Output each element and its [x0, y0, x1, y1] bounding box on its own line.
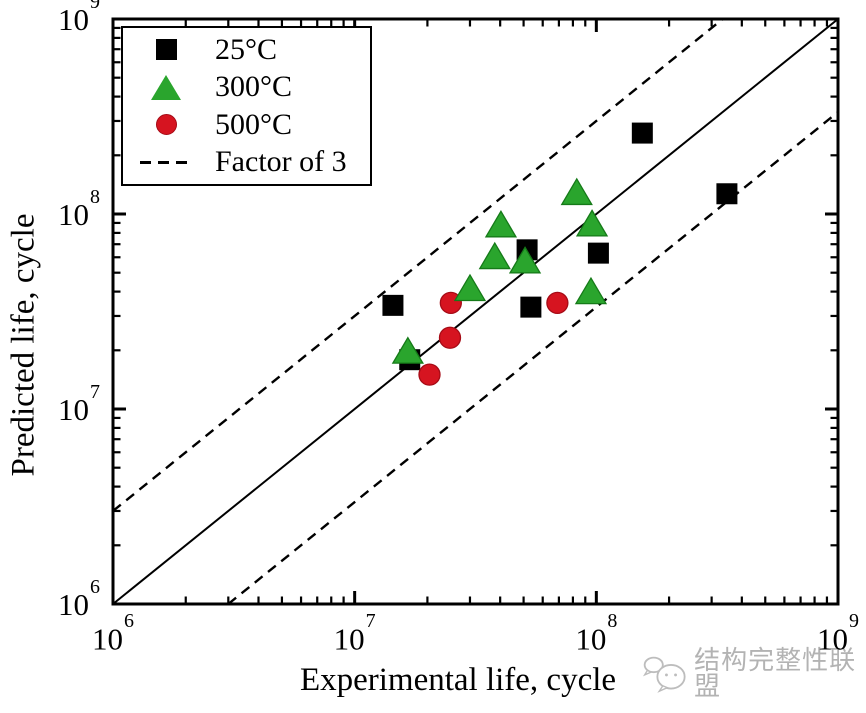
triangle-marker-icon [135, 74, 197, 100]
square-marker-icon [135, 39, 197, 61]
dashed-line-icon [135, 160, 197, 164]
x-tick-label: 106 [92, 610, 134, 657]
data-point-300c [478, 241, 511, 270]
data-point-500c [546, 291, 569, 315]
data-point-300c [484, 210, 518, 238]
y-tick-label: 106 [58, 575, 100, 623]
data-point-300c [508, 246, 542, 274]
legend-item-25c: 25°C [123, 32, 370, 68]
x-tick-label: 107 [333, 610, 376, 657]
data-point-300c [574, 276, 608, 305]
x-tick-label: 108 [575, 610, 618, 657]
plot-frame [111, 17, 840, 606]
data-point-25c [631, 122, 653, 144]
legend-label: 500°C [215, 107, 293, 141]
data-point-300c [575, 209, 609, 237]
y-tick-label: 107 [58, 380, 100, 428]
data-point-300c [453, 273, 487, 302]
x-axis-title: Experimental life, cycle [299, 662, 617, 698]
data-point-25c [587, 242, 609, 264]
legend-box: 25°C 300°C 500°C Factor of 3 [121, 26, 372, 186]
speech-bubbles-icon [642, 656, 686, 693]
circle-marker-icon [135, 114, 197, 136]
identity-line [112, 18, 839, 605]
data-point-25c [520, 296, 542, 318]
data-point-500c [418, 363, 441, 386]
watermark: 结构完整性联盟 [641, 648, 866, 700]
legend-label: 300°C [215, 70, 293, 104]
x-tick-label: 109 [817, 610, 859, 657]
factor-of-3-upper-line [112, 18, 724, 512]
legend-label: 25°C [215, 32, 278, 66]
y-tick-label: 109 [58, 0, 100, 38]
watermark-text: 结构完整性联盟 [694, 646, 857, 702]
legend-label: Factor of 3 [215, 145, 347, 179]
data-point-300c [391, 336, 424, 364]
y-axis-title: Predicted life, cycle [5, 213, 42, 477]
data-point-25c [716, 183, 738, 205]
data-point-300c [560, 177, 593, 206]
legend-item-factor-of-3: Factor of 3 [123, 144, 370, 180]
legend-item-300c: 300°C [123, 69, 370, 105]
data-point-25c [382, 294, 404, 316]
y-tick-label: 108 [58, 185, 100, 233]
legend-item-500c: 500°C [123, 107, 370, 143]
data-point-500c [438, 326, 462, 349]
